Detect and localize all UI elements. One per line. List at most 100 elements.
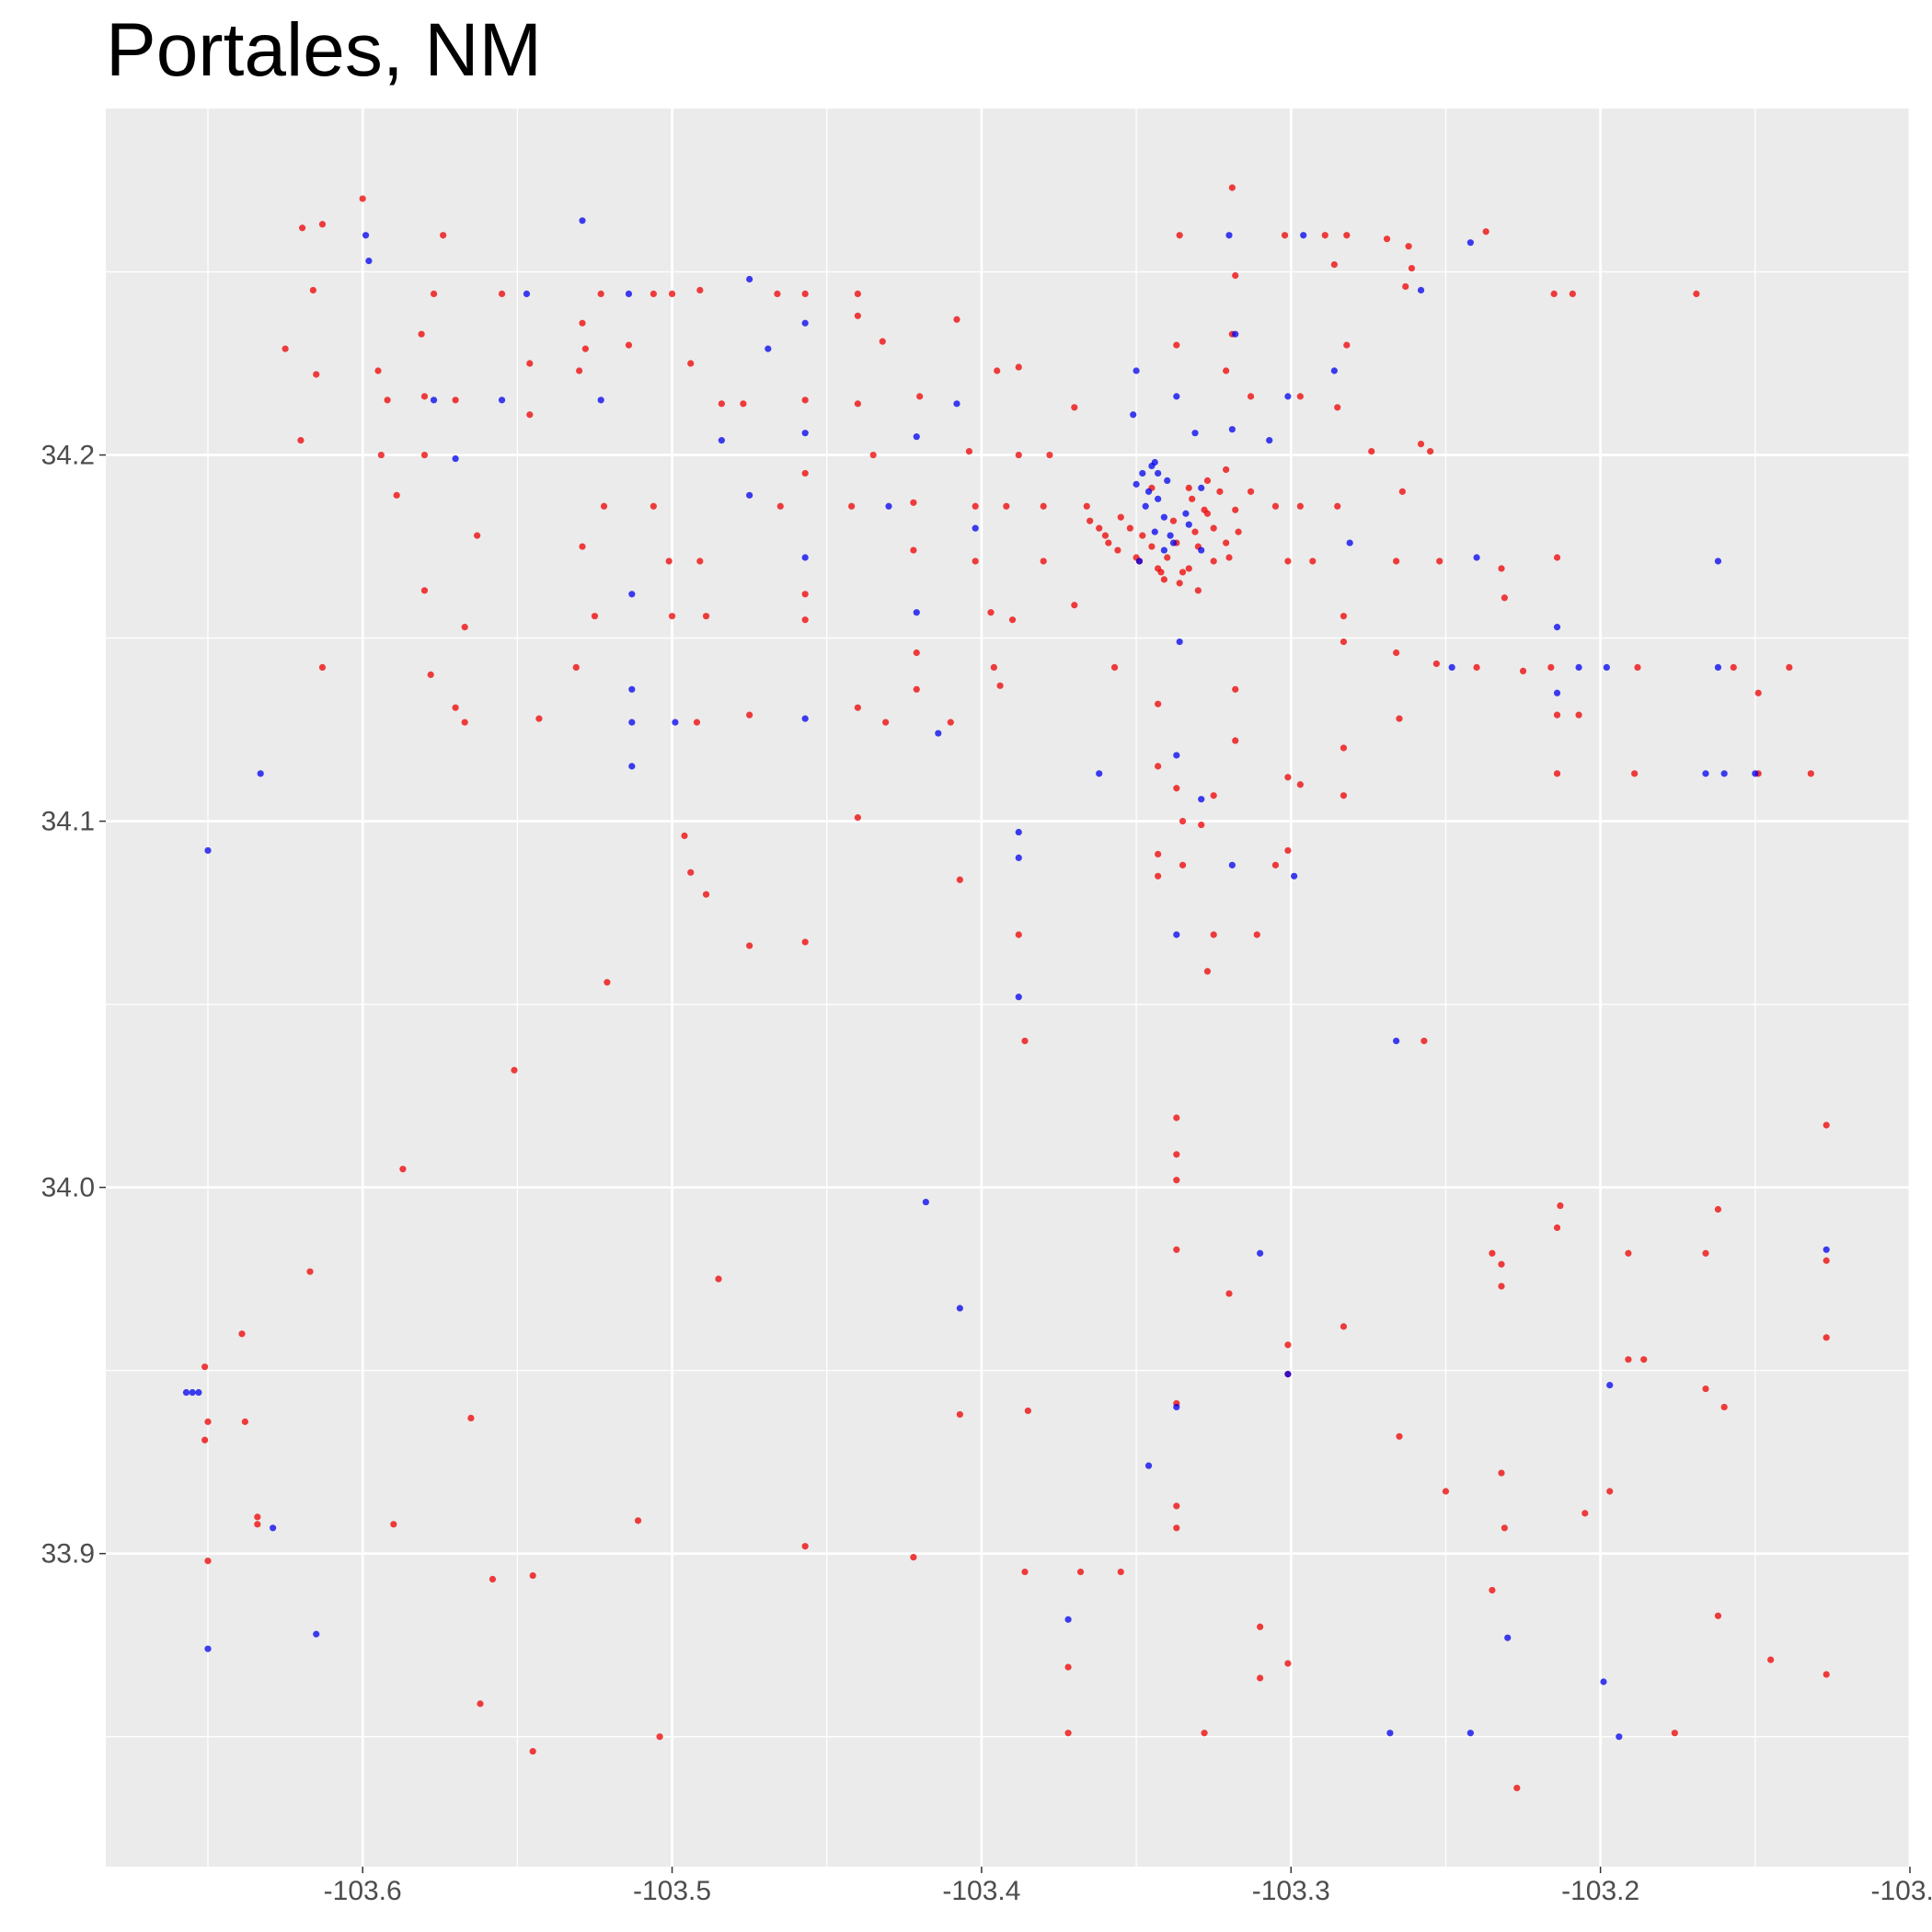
point — [1160, 576, 1167, 583]
point — [628, 763, 636, 770]
point — [1436, 558, 1443, 565]
point — [1232, 685, 1239, 693]
point — [696, 286, 704, 294]
point — [1393, 1037, 1400, 1045]
point — [965, 447, 973, 455]
point — [1553, 711, 1561, 719]
point — [1702, 1249, 1709, 1257]
point — [1046, 451, 1053, 459]
point — [1702, 1385, 1709, 1393]
point — [1003, 502, 1010, 510]
point — [1501, 594, 1508, 602]
point — [1179, 817, 1187, 825]
point — [1257, 1249, 1264, 1257]
point — [201, 1436, 209, 1443]
point — [1473, 554, 1480, 561]
point — [1105, 539, 1112, 546]
point — [238, 1330, 246, 1338]
point — [801, 469, 809, 477]
point — [1257, 1623, 1264, 1630]
point — [746, 275, 753, 283]
grid — [106, 109, 1912, 1867]
point — [1396, 715, 1403, 722]
point — [1408, 264, 1416, 272]
point — [474, 532, 481, 539]
point — [1232, 271, 1239, 280]
point — [1203, 968, 1212, 975]
point — [467, 1414, 475, 1421]
point — [1321, 232, 1328, 239]
point — [910, 1554, 917, 1561]
point — [801, 591, 809, 598]
point — [854, 704, 861, 711]
point — [1489, 1249, 1496, 1257]
point — [1752, 770, 1759, 777]
point — [1015, 363, 1022, 371]
point — [746, 942, 753, 949]
point — [1117, 513, 1124, 521]
point — [1157, 569, 1165, 576]
point — [994, 367, 1001, 374]
point — [1730, 663, 1737, 672]
point — [1553, 554, 1561, 561]
point — [801, 616, 809, 624]
point — [1169, 517, 1178, 524]
point — [1015, 931, 1022, 938]
point — [1823, 1121, 1830, 1129]
point — [600, 502, 608, 510]
point — [420, 451, 429, 459]
point — [1393, 649, 1400, 657]
point — [1427, 447, 1434, 455]
point — [972, 558, 979, 565]
point — [393, 491, 400, 499]
point — [1417, 441, 1425, 448]
point — [1767, 1656, 1775, 1663]
point — [257, 770, 264, 777]
point — [1235, 528, 1242, 535]
point — [576, 367, 583, 374]
point — [765, 345, 772, 352]
point — [1340, 1323, 1348, 1330]
point — [1133, 367, 1140, 374]
point — [1553, 624, 1561, 631]
point — [529, 1571, 536, 1580]
point — [1420, 1037, 1428, 1045]
y-tick-label: 33.9 — [41, 1539, 95, 1570]
point — [854, 814, 861, 822]
point — [801, 554, 809, 561]
point — [1191, 528, 1199, 535]
point — [1179, 569, 1187, 576]
point — [1720, 1403, 1728, 1411]
point — [1155, 872, 1162, 880]
point — [1606, 1488, 1614, 1495]
point — [801, 319, 809, 327]
point — [628, 719, 636, 726]
point — [1210, 792, 1217, 799]
point — [526, 360, 534, 367]
point — [1309, 558, 1317, 565]
point — [1247, 488, 1255, 495]
point — [1173, 1403, 1180, 1411]
point — [681, 832, 688, 840]
point — [452, 397, 459, 404]
point — [1807, 770, 1814, 777]
point — [1296, 781, 1304, 788]
point — [1176, 580, 1183, 587]
point — [628, 685, 636, 693]
point — [298, 224, 306, 232]
point — [1076, 1568, 1085, 1576]
point — [869, 451, 877, 459]
point — [702, 891, 710, 898]
point — [1432, 660, 1440, 668]
point — [1176, 638, 1183, 646]
point — [913, 609, 920, 616]
point — [1173, 1177, 1180, 1184]
point — [306, 1268, 314, 1275]
point — [801, 397, 809, 404]
point — [1300, 232, 1307, 239]
point — [254, 1521, 261, 1528]
point — [848, 502, 856, 510]
point — [430, 290, 438, 298]
point — [1291, 872, 1298, 880]
